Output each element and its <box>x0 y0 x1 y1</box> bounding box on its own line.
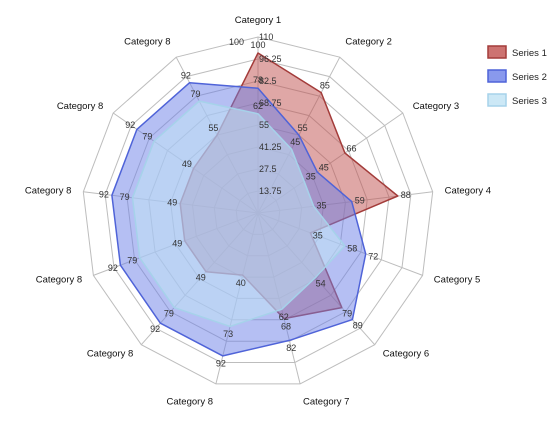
data-label-s2-8: 92 <box>216 359 226 369</box>
data-label-s1-2: 85 <box>320 81 330 91</box>
data-label-s1-1: 100 <box>250 40 265 50</box>
data-label-s2-3: 45 <box>319 163 329 173</box>
grid-ring-7 <box>104 58 412 363</box>
data-label-s1-3: 66 <box>346 144 356 154</box>
category-label-12: Category 8 <box>57 101 103 112</box>
data-label-s1-12: 49 <box>182 159 192 169</box>
r-tick-label-6: 82.5 <box>259 76 277 86</box>
data-label-s1-4: 88 <box>401 190 411 200</box>
category-label-4: Category 4 <box>445 185 491 196</box>
category-label-1: Category 1 <box>235 15 281 26</box>
data-label-s1-7: 68 <box>281 321 291 331</box>
grid-ring-8 <box>82 36 434 385</box>
data-label-s2-13: 92 <box>181 71 191 81</box>
data-label-s2-7: 82 <box>286 343 296 353</box>
category-labels: Category 1 Category 2 Category 3 Category 4… <box>25 15 491 408</box>
data-label-s2-12: 92 <box>125 120 135 130</box>
data-label-s2-4: 59 <box>355 196 365 206</box>
data-label-s3-4: 35 <box>316 200 326 210</box>
data-label-s3-5: 58 <box>347 244 357 254</box>
legend-label-3: Series 3 <box>512 96 547 107</box>
data-label-s3-2: 45 <box>290 137 300 147</box>
data-label-s1-5: 35 <box>313 231 323 241</box>
data-label-s3-8: 73 <box>223 329 233 339</box>
data-label-s3-10: 79 <box>127 256 137 266</box>
category-label-10: Category 8 <box>36 275 82 286</box>
data-label-s2-6: 89 <box>353 321 363 331</box>
category-label-9: Category 8 <box>87 349 133 360</box>
data-label-s1-9: 49 <box>196 273 206 283</box>
data-label-s2-2: 55 <box>298 123 308 133</box>
series-area-3 <box>131 100 346 328</box>
data-label-s3-12: 79 <box>142 132 152 142</box>
category-label-5: Category 5 <box>434 275 480 286</box>
data-label-s3-7: 62 <box>279 312 289 322</box>
r-tick-label-7: 96.25 <box>259 54 282 64</box>
legend-swatch-2 <box>487 69 507 83</box>
r-tick-label-3: 41.25 <box>259 142 282 152</box>
category-label-2: Category 2 <box>345 37 391 48</box>
category-label-6: Category 6 <box>383 349 429 360</box>
data-label-s2-1: 78 <box>253 75 263 85</box>
data-label-s1-6: 79 <box>342 309 352 319</box>
series-areas <box>111 52 399 357</box>
legend-swatch-1 <box>487 45 507 59</box>
legend: Series 1 Series 2 Series 3 <box>487 45 547 107</box>
category-label-13: Category 8 <box>124 37 170 48</box>
data-label-s2-11: 92 <box>99 189 109 199</box>
category-label-11: Category 8 <box>25 185 71 196</box>
data-label-s3-9: 79 <box>164 309 174 319</box>
r-tick-label-1: 13.75 <box>259 186 282 196</box>
category-label-7: Category 7 <box>303 397 349 408</box>
data-label-s1-11: 49 <box>167 198 177 208</box>
r-tick-label-4: 55 <box>259 120 269 130</box>
legend-swatch-3 <box>487 93 507 107</box>
legend-label-2: Series 2 <box>512 72 547 83</box>
r-tick-label-8: 110 <box>259 32 273 42</box>
data-label-s3-11: 79 <box>120 192 130 202</box>
data-label-s3-1: 62 <box>253 101 263 111</box>
data-labels: 100 85 66 88 35 79 68 40 49 49 49 49 55 78 55 45 59 72 89 8… <box>99 40 411 369</box>
data-label-s1-13: 55 <box>208 123 218 133</box>
r-tick-label-extra: 100 <box>229 37 244 47</box>
r-tick-label-2: 27.5 <box>259 164 277 174</box>
r-tick-label-5: 68.75 <box>259 98 282 108</box>
category-label-8: Category 8 <box>167 397 213 408</box>
data-label-s3-3: 35 <box>306 172 316 182</box>
data-label-s2-9: 92 <box>150 324 160 334</box>
data-label-s3-6: 54 <box>316 279 326 289</box>
legend-label-1: Series 1 <box>512 48 547 59</box>
data-label-s1-10: 49 <box>172 239 182 249</box>
data-label-s2-5: 72 <box>368 252 378 262</box>
data-label-s3-13: 79 <box>190 89 200 99</box>
data-label-s2-10: 92 <box>108 263 118 273</box>
category-label-3: Category 3 <box>413 101 459 112</box>
data-label-s1-8: 40 <box>236 278 246 288</box>
